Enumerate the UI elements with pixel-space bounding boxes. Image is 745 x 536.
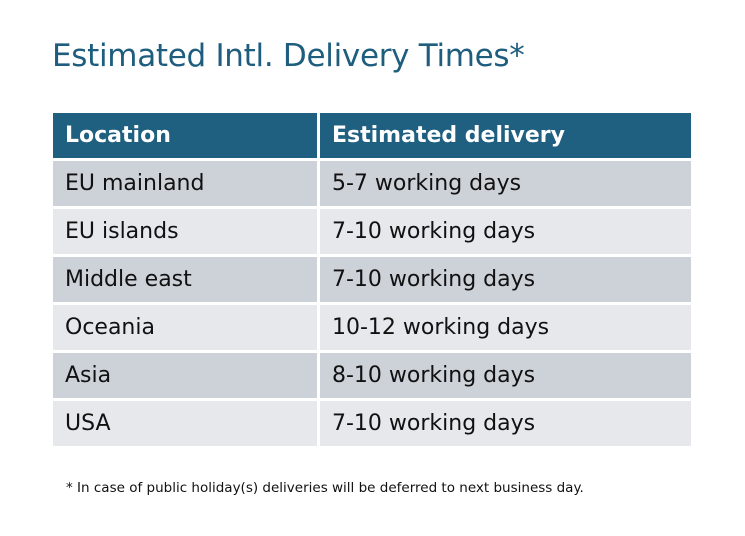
page-title: Estimated Intl. Delivery Times* — [52, 38, 525, 74]
cell-delivery: 7-10 working days — [320, 209, 691, 254]
cell-location: Middle east — [53, 257, 317, 302]
cell-delivery: 7-10 working days — [320, 257, 691, 302]
cell-delivery: 8-10 working days — [320, 353, 691, 398]
cell-delivery: 7-10 working days — [320, 401, 691, 446]
cell-delivery: 10-12 working days — [320, 305, 691, 350]
cell-delivery: 5-7 working days — [320, 161, 691, 206]
cell-location: USA — [53, 401, 317, 446]
header-location: Location — [53, 113, 317, 158]
cell-location: Oceania — [53, 305, 317, 350]
cell-location: Asia — [53, 353, 317, 398]
delivery-table: Location Estimated delivery EU mainland 5… — [53, 113, 691, 446]
header-estimated-delivery: Estimated delivery — [320, 113, 691, 158]
footnote: * In case of public holiday(s) deliverie… — [66, 480, 584, 496]
cell-location: EU mainland — [53, 161, 317, 206]
cell-location: EU islands — [53, 209, 317, 254]
